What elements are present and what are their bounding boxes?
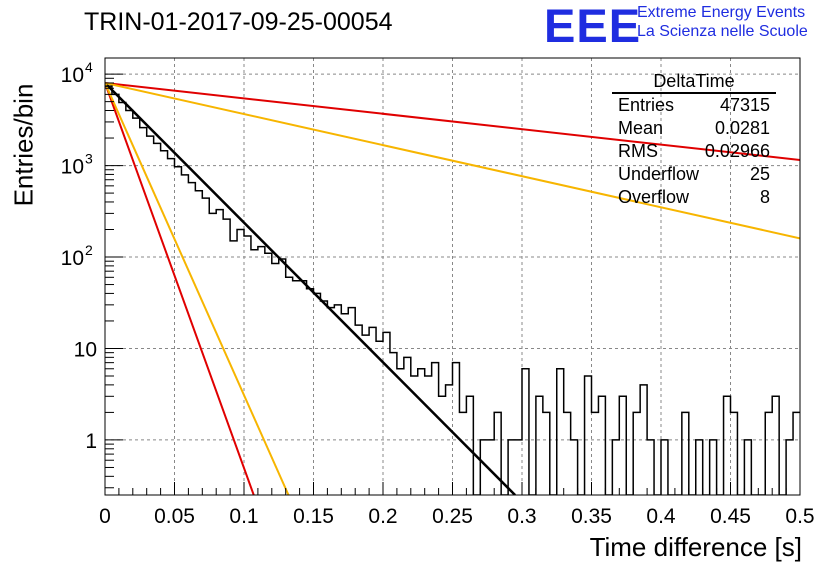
stats-label: Mean xyxy=(618,118,664,138)
y-tick-label: 10 xyxy=(61,156,84,179)
stats-label: RMS xyxy=(618,141,658,161)
fit-line xyxy=(105,82,290,495)
x-tick-label: 0 xyxy=(99,505,111,528)
stats-label: Entries xyxy=(618,95,675,115)
grid-lines xyxy=(105,58,800,495)
logo-line-1: Extreme Energy Events xyxy=(637,4,806,21)
y-tick-label: 10 xyxy=(61,247,84,270)
x-tick-label: 0.1 xyxy=(229,505,258,528)
x-tick-label: 0.05 xyxy=(154,505,195,528)
tick-labels: 0 0.05 0.1 0.15 0.2 0.25 0.3 0.35 0.4 0.45 0.5 1 10 1… xyxy=(61,59,815,528)
stats-row-rms: RMS 0.02966 xyxy=(612,140,776,163)
stats-label: Overflow xyxy=(618,187,690,207)
eee-logo: EEE xyxy=(544,0,642,52)
y-tick-label: 10 xyxy=(74,338,97,361)
stats-title: DeltaTime xyxy=(612,70,776,94)
stats-value: 47315 xyxy=(719,95,770,115)
logo-line-2: La Scienza nelle Scuole xyxy=(637,23,808,40)
fit-line xyxy=(105,81,800,240)
stats-box: DeltaTime Entries 47315 Mean 0.0281 RMS … xyxy=(612,70,776,209)
stats-value: 0.0281 xyxy=(714,118,770,138)
y-tick-exponent: 2 xyxy=(85,242,93,258)
y-tick-exponent: 4 xyxy=(85,59,93,75)
stats-row-overflow: Overflow 8 xyxy=(612,186,776,209)
histogram-series xyxy=(105,85,800,495)
histogram-steps xyxy=(105,85,800,495)
fit-line xyxy=(105,82,255,495)
x-axis-label: Time difference [s] xyxy=(589,532,802,562)
x-tick-label: 0.35 xyxy=(571,505,612,528)
y-tick-exponent: 3 xyxy=(85,151,93,167)
x-tick-label: 0.15 xyxy=(293,505,334,528)
stats-row-underflow: Underflow 25 xyxy=(612,163,776,186)
y-axis-label-box: Entries/bin xyxy=(4,84,44,207)
x-tick-label: 0.25 xyxy=(432,505,473,528)
y-tick-label: 1 xyxy=(85,430,97,453)
x-tick-label: 0.3 xyxy=(507,505,536,528)
x-tick-label: 0.2 xyxy=(368,505,397,528)
stats-row-mean: Mean 0.0281 xyxy=(612,117,776,140)
stats-value: 0.02966 xyxy=(704,141,770,161)
logo-caption: Extreme Energy Events La Scienza nelle S… xyxy=(637,3,808,41)
run-title: TRIN-01-2017-09-25-00054 xyxy=(84,8,393,36)
axis-ticks xyxy=(104,73,801,495)
fit-line xyxy=(105,81,800,162)
x-tick-label: 0.45 xyxy=(710,505,751,528)
y-tick-label: 10 xyxy=(61,64,84,87)
stats-value: 25 xyxy=(749,164,770,184)
stats-label: Underflow xyxy=(618,164,700,184)
y-axis-label: Entries/bin xyxy=(8,83,39,207)
stats-row-entries: Entries 47315 xyxy=(612,94,776,117)
x-tick-label: 0.4 xyxy=(646,505,676,528)
x-tick-label: 0.5 xyxy=(785,505,814,528)
stats-value: 8 xyxy=(759,187,770,207)
fit-curves xyxy=(105,81,800,495)
